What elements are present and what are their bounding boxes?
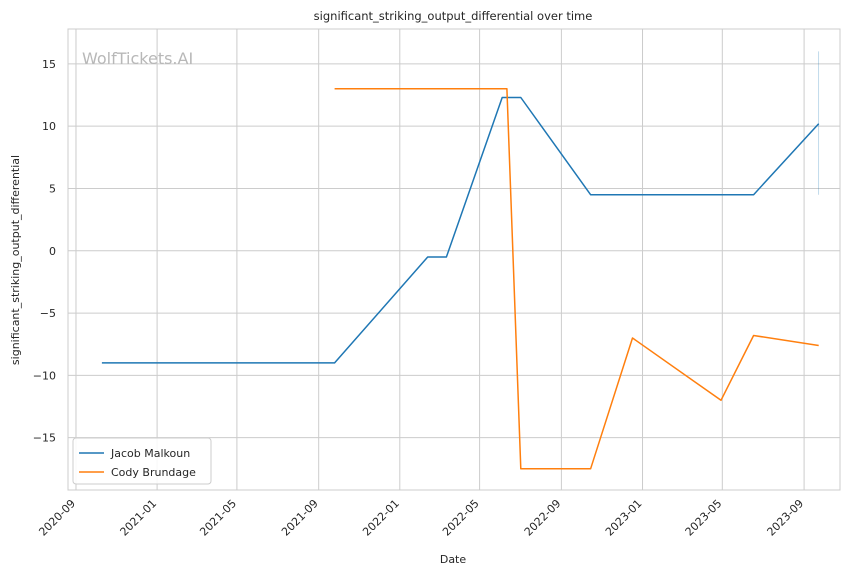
x-tick-labels: 2020-09 2021-01 2021-05 2021-09 2022-01 2022-… bbox=[36, 497, 806, 539]
x-tick-label: 2023-05 bbox=[683, 497, 725, 539]
y-tick-label: −10 bbox=[33, 369, 56, 382]
series-lines bbox=[101, 51, 820, 470]
series-line-cody-brundage bbox=[334, 88, 819, 470]
y-tick-labels: 15 10 5 0 −5 −10 −15 bbox=[33, 58, 56, 445]
x-tick-label: 2022-05 bbox=[440, 497, 482, 539]
x-tick-label: 2020-09 bbox=[36, 497, 78, 539]
y-tick-label: 0 bbox=[49, 245, 56, 258]
y-tick-label: 5 bbox=[49, 182, 56, 195]
y-tick-label: 10 bbox=[42, 120, 56, 133]
x-tick-label: 2022-01 bbox=[360, 497, 402, 539]
series-line-jacob-malkoun bbox=[101, 96, 820, 364]
x-tick-label: 2021-01 bbox=[118, 497, 160, 539]
x-tick-label: 2021-09 bbox=[279, 497, 321, 539]
legend-box bbox=[72, 437, 212, 485]
y-tick-label: −5 bbox=[40, 307, 56, 320]
x-tick-label: 2021-05 bbox=[197, 497, 239, 539]
chart-title: significant_striking_output_differential… bbox=[314, 9, 593, 23]
x-tick-label: 2023-09 bbox=[765, 497, 807, 539]
watermark: WolfTickets.AI bbox=[82, 49, 193, 68]
x-tick-label: 2022-09 bbox=[522, 497, 564, 539]
y-axis-title: significant_striking_output_differential bbox=[9, 155, 22, 365]
x-axis-title: Date bbox=[440, 553, 467, 566]
grid bbox=[68, 29, 840, 490]
y-tick-label: −15 bbox=[33, 432, 56, 445]
plot-frame bbox=[67, 28, 841, 491]
x-tick-label: 2023-01 bbox=[603, 497, 645, 539]
y-tick-label: 15 bbox=[42, 58, 56, 71]
legend: Jacob Malkoun Cody Brundage bbox=[72, 437, 212, 485]
legend-label-jacob-malkoun: Jacob Malkoun bbox=[110, 447, 190, 460]
legend-label-cody-brundage: Cody Brundage bbox=[111, 466, 196, 479]
